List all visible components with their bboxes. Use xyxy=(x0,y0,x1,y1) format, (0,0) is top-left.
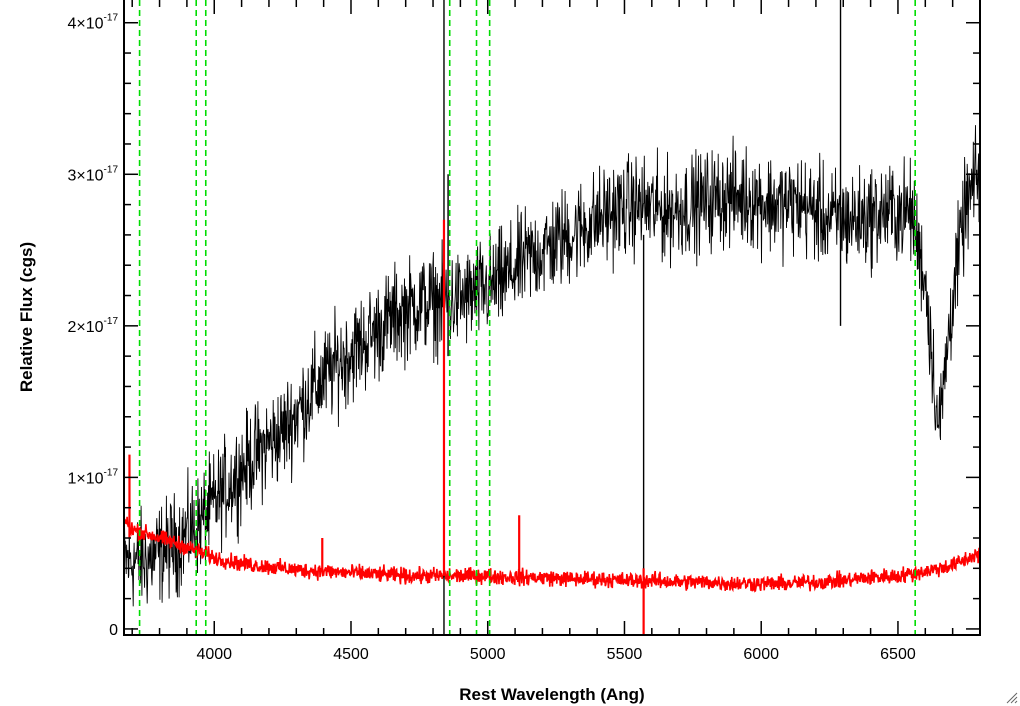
y-tick-label: 1×10-17 xyxy=(68,467,119,487)
y-tick-label: 0 xyxy=(109,622,118,639)
plot-border xyxy=(123,0,981,636)
x-tick-label: 5500 xyxy=(607,646,643,663)
series-layer xyxy=(124,0,980,635)
y-tick-label: 4×10-17 xyxy=(68,13,119,33)
x-axis: 4000 4500 5000 5500 6000 6500 xyxy=(131,0,981,663)
y-tick-label: 2×10-17 xyxy=(68,316,119,336)
y-tick-label: 3×10-17 xyxy=(68,164,119,184)
x-tick-label: 6500 xyxy=(880,646,916,663)
x-tick-label: 5000 xyxy=(470,646,506,663)
x-tick-label: 4500 xyxy=(333,646,369,663)
x-axis-title: Rest Wavelength (Ang) xyxy=(459,685,644,704)
x-tick-label: 6000 xyxy=(743,646,779,663)
y-axis-title: Relative Flux (cgs) xyxy=(17,242,36,392)
resize-grip-icon[interactable] xyxy=(1004,690,1018,704)
reference-lines xyxy=(138,0,916,635)
error-line xyxy=(124,515,980,593)
y-axis: 0 1×10-17 2×10-17 3×10-17 4×10-17 xyxy=(68,13,980,639)
spectrum-line xyxy=(124,125,980,607)
plot-frame xyxy=(123,0,981,636)
x-tick-label: 4000 xyxy=(196,646,232,663)
